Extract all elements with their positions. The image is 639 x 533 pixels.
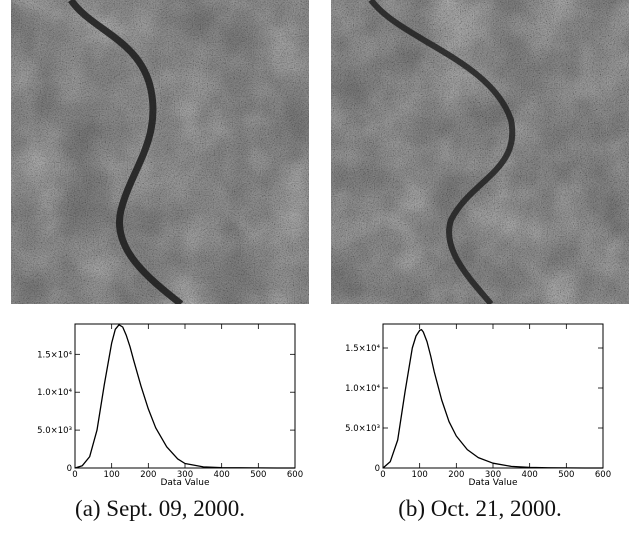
- sar-image-oct: [331, 0, 629, 304]
- x-tick-label: 100: [412, 470, 428, 480]
- x-tick-label: 600: [595, 470, 611, 480]
- y-tick-label: 5.0×10³: [345, 424, 380, 434]
- x-tick-label: 300: [485, 470, 501, 480]
- plot-frame: [74, 323, 296, 469]
- x-tick-label: 500: [250, 470, 266, 480]
- x-tick-label: 600: [287, 470, 303, 480]
- y-tick-label: 0: [375, 464, 380, 474]
- y-tick-label: 1.0×10⁴: [345, 384, 380, 394]
- x-axis-label: Data Value: [468, 478, 518, 488]
- caption-a: (a) Sept. 09, 2000.: [75, 496, 245, 521]
- plot-frame: [382, 323, 604, 469]
- x-tick-label: 200: [140, 470, 156, 480]
- y-tick-label: 1.5×10⁴: [37, 350, 72, 360]
- x-tick-label: 500: [558, 470, 574, 480]
- y-tick-label: 1.5×10⁴: [345, 344, 380, 354]
- histogram-sept-svg: 0 100 200 300 400 500 600 0 5.0×10³ 1.0×10⁴ 1.5×10…: [37, 323, 303, 488]
- caption-b: (b) Oct. 21, 2000.: [398, 496, 562, 521]
- x-tick-label: 0: [380, 470, 385, 480]
- sar-image-sept: [11, 0, 309, 304]
- x-tick-label: 300: [177, 470, 193, 480]
- y-tick-label: 1.0×10⁴: [37, 388, 72, 398]
- histogram-line: [382, 328, 603, 469]
- histogram-line: [74, 324, 295, 469]
- histogram-oct: 0 100 200 300 400 500 600 0 5.0×10³ 1.0×10⁴ 1.5×10…: [333, 320, 611, 488]
- histogram-sept: 0 100 200 300 400 500 600 0 5.0×10³ 1.0×10⁴ 1.5×10…: [25, 320, 303, 488]
- x-tick-label: 0: [72, 470, 77, 480]
- y-tick-label: 5.0×10³: [37, 426, 72, 436]
- x-tick-label: 100: [104, 470, 120, 480]
- x-tick-label: 400: [522, 470, 538, 480]
- histogram-oct-svg: 0 100 200 300 400 500 600 0 5.0×10³ 1.0×10⁴ 1.5×10…: [345, 323, 611, 488]
- y-tick-label: 0: [67, 464, 72, 474]
- x-tick-label: 400: [214, 470, 230, 480]
- x-axis-label: Data Value: [160, 478, 210, 488]
- x-tick-label: 200: [448, 470, 464, 480]
